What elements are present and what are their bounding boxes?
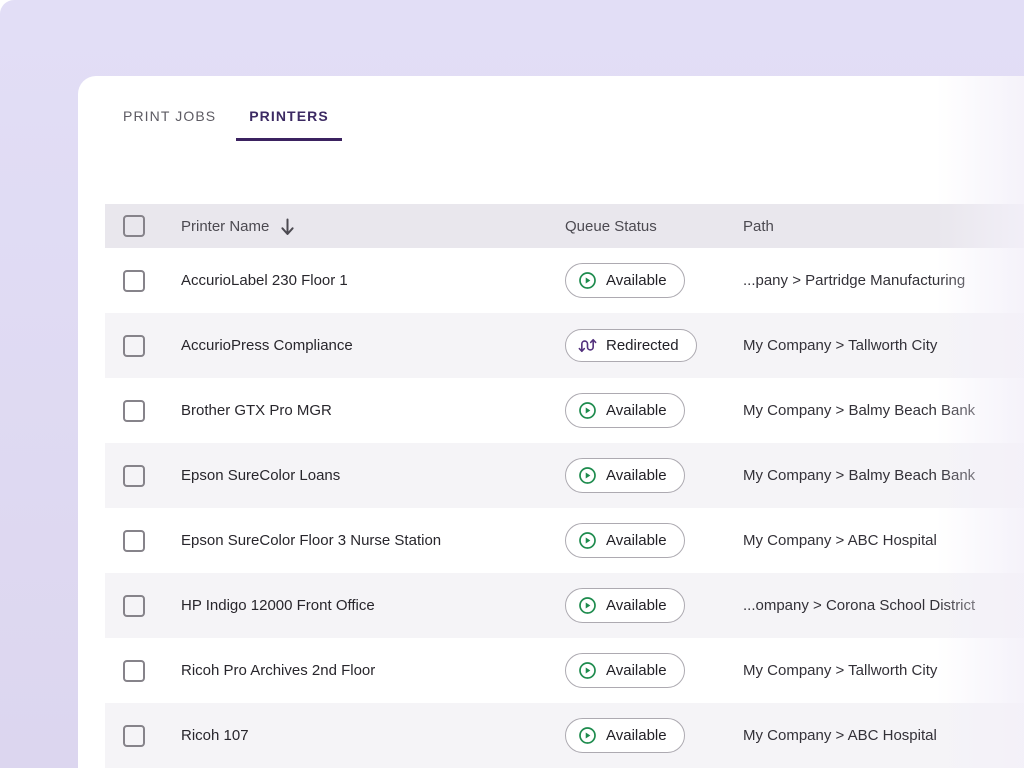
printer-name: AccurioLabel 230 Floor 1 — [181, 272, 348, 289]
play-circle-icon — [578, 596, 597, 615]
play-circle-icon — [578, 726, 597, 745]
status-label: Available — [606, 467, 667, 484]
printer-path: My Company > Balmy Beach Bank — [743, 467, 976, 484]
row-checkbox[interactable] — [123, 594, 145, 617]
status-label: Available — [606, 662, 667, 679]
printer-name: HP Indigo 12000 Front Office — [181, 597, 375, 614]
status-label: Redirected — [606, 337, 679, 354]
table-header: Printer Name Queue Status Path — [105, 204, 1024, 248]
printer-path: My Company > Tallworth City — [743, 337, 938, 354]
table-row[interactable]: HP Indigo 12000 Front Office Availa — [105, 573, 1024, 638]
status-label: Available — [606, 597, 667, 614]
row-checkbox[interactable] — [123, 659, 145, 682]
status-badge[interactable]: Available — [565, 263, 685, 298]
status-badge[interactable]: Available — [565, 458, 685, 493]
printer-name: AccurioPress Compliance — [181, 337, 353, 354]
row-checkbox[interactable] — [123, 464, 145, 487]
table-row[interactable]: AccurioPress Compliance Redirected — [105, 313, 1024, 378]
column-header-queue-status: Queue Status — [565, 217, 657, 235]
tab-bar: PRINT JOBS PRINTERS — [78, 76, 1024, 141]
table-row[interactable]: Ricoh Pro Archives 2nd Floor Availa — [105, 638, 1024, 703]
status-badge[interactable]: Available — [565, 653, 685, 688]
row-checkbox[interactable] — [123, 334, 145, 357]
tab-print-jobs[interactable]: PRINT JOBS — [123, 108, 217, 124]
printer-name: Brother GTX Pro MGR — [181, 402, 332, 419]
printer-name: Ricoh 107 — [181, 727, 249, 744]
arrow-down-icon — [279, 217, 296, 237]
status-badge[interactable]: Available — [565, 393, 685, 428]
status-label: Available — [606, 532, 667, 549]
status-label: Available — [606, 402, 667, 419]
row-checkbox[interactable] — [123, 724, 145, 747]
status-label: Available — [606, 727, 667, 744]
tab-printers[interactable]: PRINTERS — [236, 96, 342, 141]
printer-path: ...pany > Partridge Manufacturing — [743, 272, 966, 289]
table-row[interactable]: Brother GTX Pro MGR Available — [105, 378, 1024, 443]
redirect-icon — [578, 337, 597, 354]
printer-name: Epson SureColor Loans — [181, 467, 341, 484]
row-checkbox[interactable] — [123, 399, 145, 422]
play-circle-icon — [578, 661, 597, 680]
row-checkbox[interactable] — [123, 529, 145, 552]
printer-name: Epson SureColor Floor 3 Nurse Station — [181, 532, 442, 549]
table-body: AccurioLabel 230 Floor 1 Available — [105, 248, 1024, 768]
printer-path: My Company > ABC Hospital — [743, 727, 937, 744]
play-circle-icon — [578, 531, 597, 550]
printer-path: ...ompany > Corona School District — [743, 597, 976, 614]
row-checkbox[interactable] — [123, 269, 145, 292]
printer-name-header-label: Printer Name — [181, 217, 270, 235]
printers-panel: PRINT JOBS PRINTERS Printer Name Queue S… — [78, 76, 1024, 768]
printer-path: My Company > Balmy Beach Bank — [743, 402, 976, 419]
play-circle-icon — [578, 466, 597, 485]
status-label: Available — [606, 272, 667, 289]
printer-path: My Company > ABC Hospital — [743, 532, 937, 549]
status-badge[interactable]: Available — [565, 523, 685, 558]
table-row[interactable]: Epson SureColor Loans Available — [105, 443, 1024, 508]
play-circle-icon — [578, 401, 597, 420]
column-header-path: Path — [743, 217, 774, 235]
table-row[interactable]: AccurioLabel 230 Floor 1 Available — [105, 248, 1024, 313]
select-all-checkbox[interactable] — [123, 215, 145, 237]
column-header-printer-name[interactable]: Printer Name — [181, 215, 565, 237]
table-row[interactable]: Epson SureColor Floor 3 Nurse Station — [105, 508, 1024, 573]
status-badge[interactable]: Redirected — [565, 329, 697, 362]
play-circle-icon — [578, 271, 597, 290]
printer-path: My Company > Tallworth City — [743, 662, 938, 679]
printers-table: Printer Name Queue Status Path AccurioLa… — [105, 204, 1024, 768]
status-badge[interactable]: Available — [565, 588, 685, 623]
printer-name: Ricoh Pro Archives 2nd Floor — [181, 662, 376, 679]
status-badge[interactable]: Available — [565, 718, 685, 753]
table-row[interactable]: Ricoh 107 Available — [105, 703, 1024, 768]
